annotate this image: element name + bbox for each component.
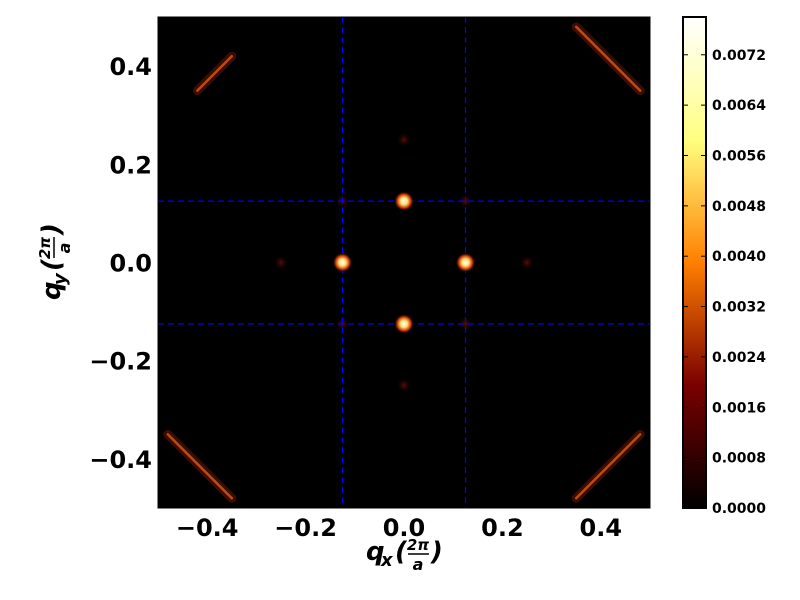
y-tick-label: 0.4: [109, 53, 152, 81]
colorbar-tick-label: 0.0064: [712, 98, 766, 114]
svg-text:(: (: [395, 537, 408, 567]
svg-text:(: (: [37, 258, 67, 271]
y-axis-ticks: 0.4 0.2 0.0 −0.2 −0.4: [89, 53, 650, 474]
svg-text:y: y: [50, 272, 71, 285]
x-tick-label: 0.4: [580, 514, 623, 542]
y-tick-label: 0.2: [109, 151, 152, 179]
svg-text:): ): [430, 537, 443, 567]
svg-text:2π: 2π: [407, 536, 429, 554]
weak-peak: [396, 131, 412, 148]
x-tick-label: −0.4: [176, 514, 239, 542]
svg-text:x: x: [380, 550, 394, 571]
weak-peak: [519, 254, 535, 271]
svg-text:q: q: [366, 537, 385, 567]
corner-streak: [196, 55, 234, 92]
svg-text:): ): [37, 223, 67, 236]
colorbar-tick-label: 0.0056: [712, 148, 766, 164]
colorbar-tick-label: 0.0032: [712, 300, 766, 316]
corner-streak: [574, 433, 642, 500]
svg-text:a: a: [55, 243, 74, 254]
plot-area: [158, 17, 650, 508]
strong-peaks: [332, 191, 476, 334]
svg-text:2π: 2π: [36, 237, 54, 259]
bragg-peak: [455, 252, 476, 273]
bragg-peak: [394, 313, 414, 334]
y-tick-label: −0.2: [89, 348, 152, 376]
x-axis-label: qx(2πa): [366, 536, 443, 574]
weak-peak: [457, 315, 474, 332]
colorbar-tick-label: 0.0000: [712, 501, 766, 517]
colorbar: [682, 16, 707, 509]
x-axis-ticks: −0.4 −0.2 0.0 0.2 0.4: [176, 17, 622, 542]
corner-streaks: [163, 22, 645, 503]
corner-streak: [166, 433, 234, 500]
bragg-peak: [394, 191, 414, 212]
colorbar-tick-label: 0.0024: [712, 350, 766, 366]
colorbar-tick-label: 0.0048: [712, 199, 766, 215]
colorbar-tick-label: 0.0040: [712, 249, 766, 265]
colorbar-tick-label: 0.0072: [712, 48, 766, 64]
svg-text:q: q: [37, 281, 67, 300]
colorbar-tick-label: 0.0008: [712, 451, 766, 467]
y-tick-label: −0.4: [89, 446, 152, 474]
y-tick-label: 0.0: [109, 250, 152, 278]
colorbar-ticks: 0.0072 0.0064 0.0056 0.0048 0.0040 0.0032 0.00…: [683, 48, 766, 517]
x-tick-label: 0.2: [481, 514, 524, 542]
weak-peaks: [273, 131, 535, 394]
bragg-peak: [332, 252, 353, 273]
colorbar-tick-label: 0.0016: [712, 400, 766, 416]
x-tick-label: −0.2: [274, 514, 337, 542]
svg-text:a: a: [413, 555, 424, 574]
corner-streak: [574, 25, 642, 92]
weak-peak: [396, 377, 412, 394]
x-tick-label: 0.0: [383, 514, 426, 542]
weak-peak: [273, 254, 289, 271]
y-axis-label: qy(2π a): [36, 223, 74, 300]
